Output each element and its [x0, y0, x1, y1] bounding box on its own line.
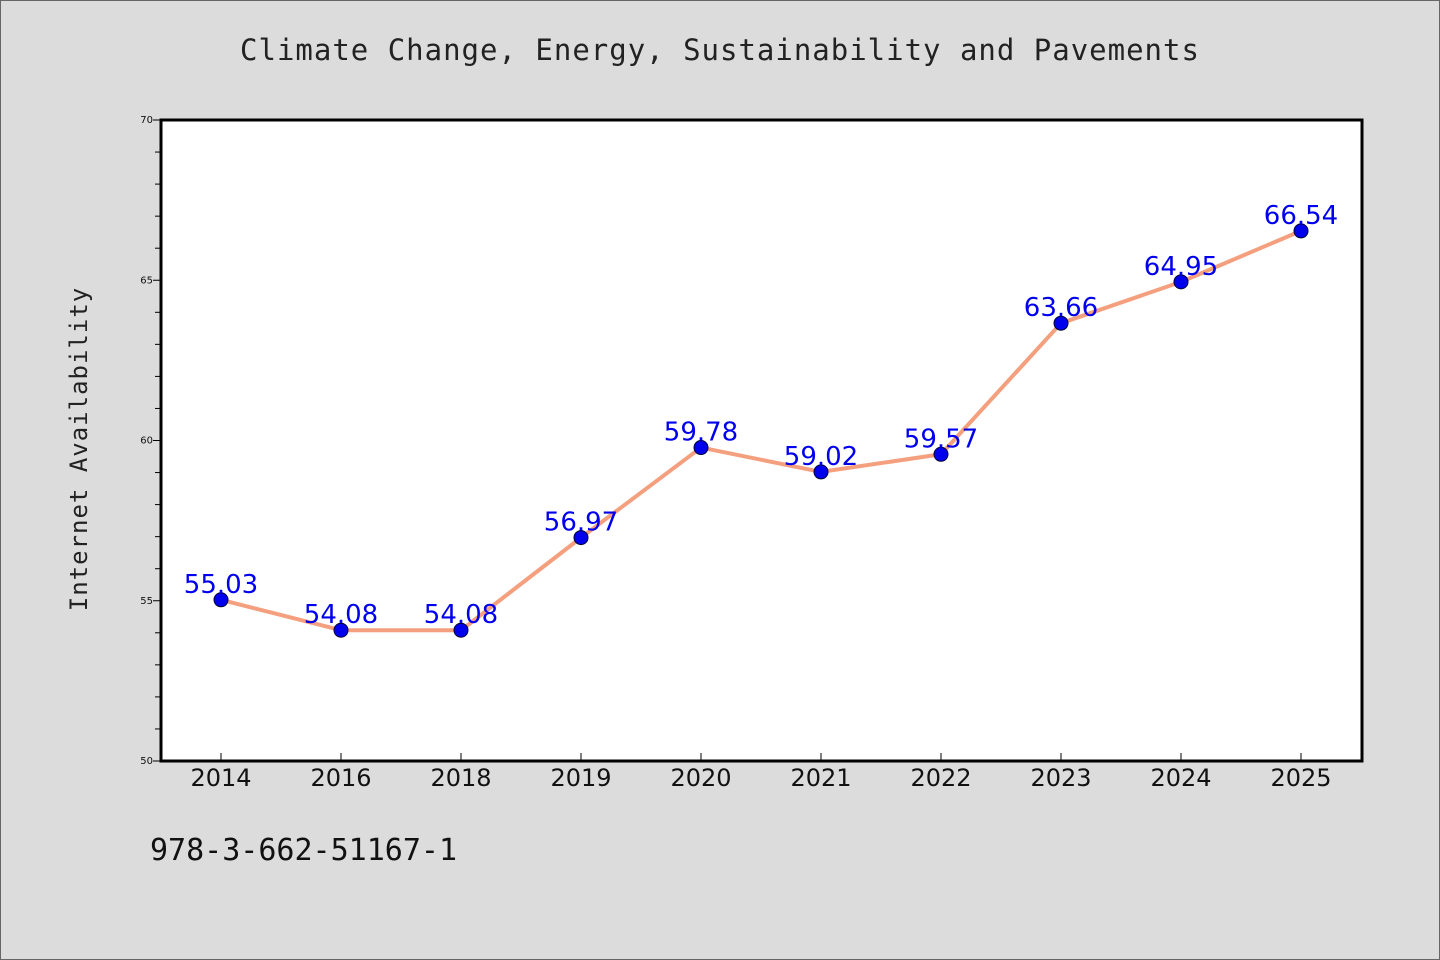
data-point	[453, 622, 469, 638]
data-point	[933, 446, 949, 462]
data-point	[693, 440, 709, 456]
data-label: 54.08	[304, 600, 378, 630]
isbn-text: 978-3-662-51167-1	[150, 833, 458, 868]
data-point	[1173, 274, 1189, 290]
data-label: 63.66	[1024, 293, 1098, 323]
data-point	[813, 464, 829, 480]
data-label: 59.78	[664, 418, 738, 448]
y-tick-label: 65	[140, 275, 153, 286]
x-tick-label: 2014	[190, 764, 251, 792]
x-tick-label: 2022	[910, 764, 971, 792]
series-line	[219, 228, 1303, 633]
series-group	[213, 223, 1309, 638]
y-tick-label: 55	[140, 596, 153, 607]
data-label: 66.54	[1264, 201, 1338, 231]
data-point	[1293, 223, 1309, 239]
data-label: 54.08	[424, 600, 498, 630]
x-tick-label: 2018	[430, 764, 491, 792]
data-label: 56.97	[544, 508, 618, 538]
x-tick-label: 2023	[1030, 764, 1091, 792]
data-label: 59.02	[784, 442, 858, 472]
x-tick-label: 2025	[1270, 764, 1331, 792]
x-tick-label: 2024	[1150, 764, 1211, 792]
data-point	[1053, 315, 1069, 331]
chart-title: Climate Change, Energy, Sustainability a…	[240, 33, 1200, 67]
y-tick-label: 50	[140, 756, 153, 767]
data-label: 55.03	[184, 570, 258, 600]
x-axis-ticks: 2014 2016 2018 2019 2020 2021 2022 2023 2024 2025	[190, 753, 1332, 792]
y-axis-ticks: 50 55 60 65 70	[140, 115, 161, 767]
x-tick-label: 2019	[550, 764, 611, 792]
y-tick-label: 60	[140, 436, 153, 447]
data-label: 59.57	[904, 424, 978, 454]
data-label: 64.95	[1144, 252, 1218, 282]
y-axis-label: Internet Availability	[65, 287, 93, 611]
y-tick-label: 70	[140, 115, 153, 126]
data-point	[213, 592, 229, 608]
data-label-group: 55.03 54.08 54.08 56.97 59.78 59.02 59.57 63.66…	[184, 201, 1338, 630]
x-tick-label: 2016	[310, 764, 371, 792]
data-point	[333, 622, 349, 638]
x-tick-label: 2020	[670, 764, 731, 792]
plot-area	[159, 118, 1364, 763]
data-point	[573, 530, 589, 546]
x-tick-label: 2021	[790, 764, 851, 792]
